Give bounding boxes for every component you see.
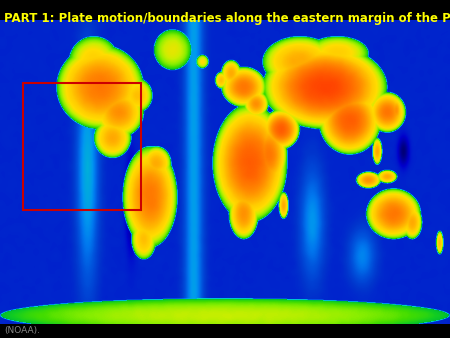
- Bar: [22, 83, 141, 210]
- Text: PART 1: Plate motion/boundaries along the eastern margin of the Pacific Plate: PART 1: Plate motion/boundaries along th…: [4, 12, 450, 25]
- Text: (NOAA).: (NOAA).: [4, 325, 40, 335]
